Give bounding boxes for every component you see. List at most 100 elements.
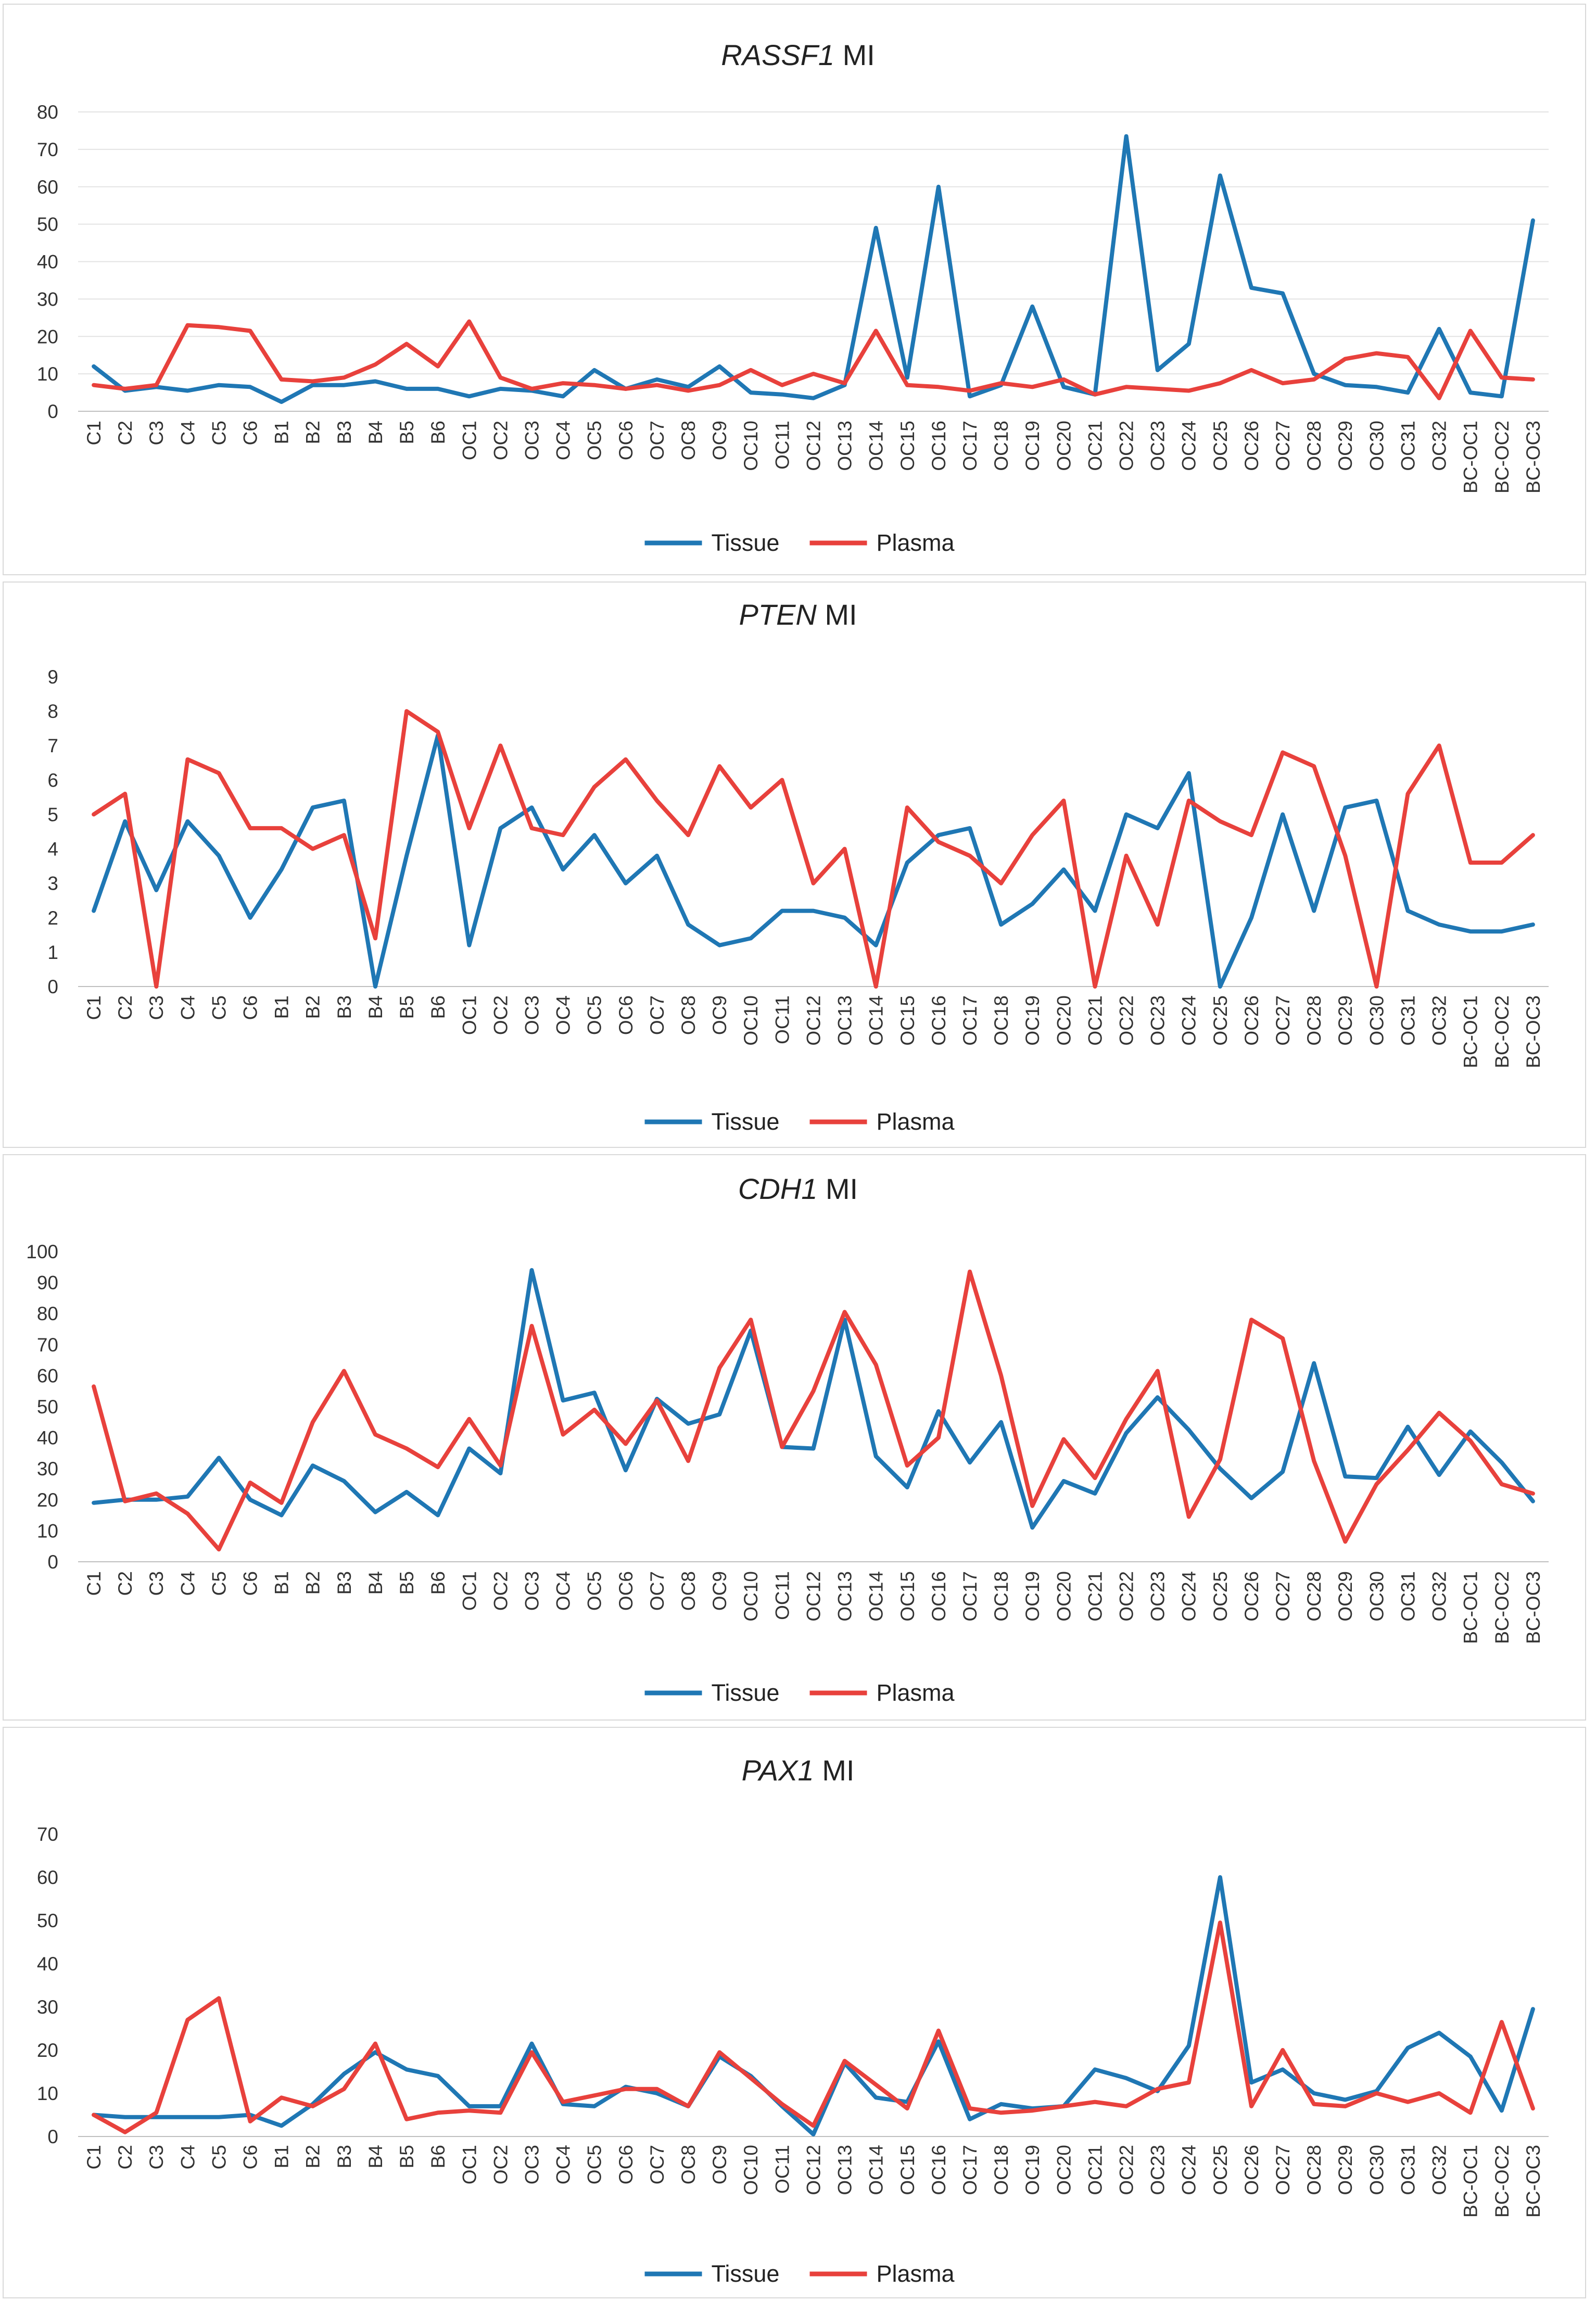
chart-title-gene: PTEN (739, 598, 817, 631)
legend-label-plasma: Plasma (877, 2260, 955, 2287)
x-tick-label: OC21 (1084, 421, 1106, 471)
y-tick-label: 90 (37, 1272, 58, 1294)
x-tick-label: C5 (208, 421, 230, 445)
x-tick-label: OC17 (959, 995, 981, 1046)
chart-title-suffix: MI (814, 1754, 855, 1787)
x-tick-label: OC12 (803, 421, 824, 471)
x-tick-label: OC15 (897, 1571, 918, 1622)
x-tick-label: OC15 (897, 2145, 918, 2195)
series-line-tissue (92, 733, 1535, 989)
x-tick-label: OC31 (1397, 995, 1418, 1046)
y-tick-label: 70 (37, 1334, 58, 1356)
x-tick-label: B4 (365, 1571, 386, 1595)
panel-background (0, 1723, 1596, 2301)
series-line-tissue (92, 1268, 1535, 1530)
x-tick-label: OC11 (771, 1571, 793, 1620)
x-tick-label: BC-OC1 (1460, 2145, 1481, 2218)
panel-border (3, 1727, 1586, 2298)
y-tick-label: 30 (37, 1458, 58, 1480)
x-tick-label: C3 (146, 2145, 167, 2169)
x-tick-label: OC24 (1179, 2145, 1200, 2195)
x-tick-label: OC11 (771, 421, 793, 470)
x-tick-label: OC6 (615, 1571, 637, 1611)
x-tick-label: OC8 (678, 995, 699, 1035)
chart-panel-cdh1: CDH1 MI 0 10 20 30 40 50 60 70 80 90 100 C1 C2 C3 C4 C5 C… (0, 1150, 1596, 1723)
x-tick-label: B3 (334, 995, 355, 1019)
y-tick-label: 0 (47, 2126, 58, 2147)
legend-label-tissue: Tissue (712, 2260, 780, 2287)
x-tick-label: OC30 (1366, 995, 1387, 1046)
x-tick-label: OC17 (959, 1571, 981, 1622)
y-tick-label: 20 (37, 2040, 58, 2061)
x-tick-label: B4 (365, 2145, 386, 2168)
y-tick-label: 10 (37, 1520, 58, 1541)
x-tick-label: B1 (271, 1571, 293, 1595)
x-tick-label: OC13 (834, 1571, 856, 1622)
x-tick-label: OC13 (834, 995, 856, 1046)
x-tick-label: OC1 (459, 1571, 480, 1611)
x-tick-label: OC21 (1084, 2145, 1106, 2195)
x-tick-label: B6 (427, 421, 449, 444)
chart-title-gene: RASSF1 (721, 39, 834, 71)
x-tick-label: B5 (396, 421, 417, 444)
y-tick-label: 40 (37, 1953, 58, 1975)
x-tick-label: OC8 (678, 1571, 699, 1611)
chart-title: RASSF1 MI (721, 39, 875, 71)
x-tick-label: OC13 (834, 2145, 856, 2195)
x-tick-label: OC24 (1179, 995, 1200, 1046)
x-tick-label: OC21 (1084, 995, 1106, 1046)
x-tick-label: B2 (302, 1571, 324, 1595)
x-tick-label: OC17 (959, 2145, 981, 2195)
series-line-plasma (92, 1920, 1535, 2134)
x-tick-label: B3 (334, 2145, 355, 2168)
y-tick-label: 50 (37, 1396, 58, 1418)
x-tick-label: BC-OC3 (1523, 421, 1544, 494)
x-tick-label: OC26 (1241, 1571, 1262, 1622)
x-tick-label: OC9 (709, 421, 730, 460)
x-tick-label: OC23 (1147, 995, 1169, 1046)
x-tick-label: B6 (427, 995, 449, 1019)
x-tick-label: OC9 (709, 1571, 730, 1611)
y-tick-label: 8 (47, 701, 58, 722)
x-tick-label: OC23 (1147, 421, 1169, 471)
series-line-plasma (92, 1269, 1535, 1552)
x-tick-label: OC29 (1335, 1571, 1356, 1622)
x-tick-label: BC-OC1 (1460, 1571, 1481, 1644)
x-tick-label: C2 (115, 995, 136, 1020)
x-tick-label: C4 (177, 1571, 198, 1596)
x-tick-label: OC20 (1053, 2145, 1074, 2195)
y-tick-label: 6 (47, 769, 58, 791)
x-tick-label: C6 (240, 421, 261, 445)
y-tick-label: 50 (37, 214, 58, 235)
x-tick-label: OC25 (1210, 995, 1231, 1046)
x-tick-label: OC22 (1116, 995, 1137, 1046)
x-tick-label: OC32 (1429, 2145, 1450, 2195)
y-tick-label: 80 (37, 102, 58, 123)
x-tick-label: B5 (396, 995, 417, 1019)
x-tick-label: OC7 (647, 1571, 668, 1611)
x-tick-label: BC-OC1 (1460, 421, 1481, 494)
legend: Tissue Plasma (644, 1108, 955, 1135)
x-tick-label: OC8 (678, 421, 699, 460)
x-tick-label: OC9 (709, 2145, 730, 2184)
x-tick-label: OC28 (1303, 995, 1325, 1046)
chart-title-suffix: MI (834, 39, 875, 71)
x-tick-label: OC3 (521, 1571, 542, 1611)
x-tick-label: OC4 (553, 995, 574, 1035)
x-tick-label: OC3 (521, 995, 542, 1035)
y-tick-label: 9 (47, 666, 58, 688)
x-tick-label: B2 (302, 2145, 324, 2168)
legend: Tissue Plasma (644, 2260, 955, 2287)
x-tick-label: C5 (208, 1571, 230, 1596)
x-tick-label: C5 (208, 2145, 230, 2169)
x-tick-label: OC32 (1429, 1571, 1450, 1622)
x-tick-label: OC28 (1303, 2145, 1325, 2195)
y-tick-label: 5 (47, 804, 58, 825)
chart-panel-pten: PTEN MI 0 1 2 3 4 5 6 7 8 9 C1 C2 C3 C4 C5 C6 B1 B2 B3 B4 B5 B… (0, 578, 1596, 1150)
x-tick-label: OC7 (647, 2145, 668, 2184)
x-tick-label: OC1 (459, 995, 480, 1035)
chart-panel-rassf1: RASSF1 MI 0 10 20 30 40 50 60 70 80 C1 C2 C3 C4 C5 C6 B1… (0, 0, 1596, 578)
x-tick-label: OC2 (490, 1571, 511, 1611)
x-tick-label: C6 (240, 2145, 261, 2169)
y-tick-label: 60 (37, 1867, 58, 1888)
